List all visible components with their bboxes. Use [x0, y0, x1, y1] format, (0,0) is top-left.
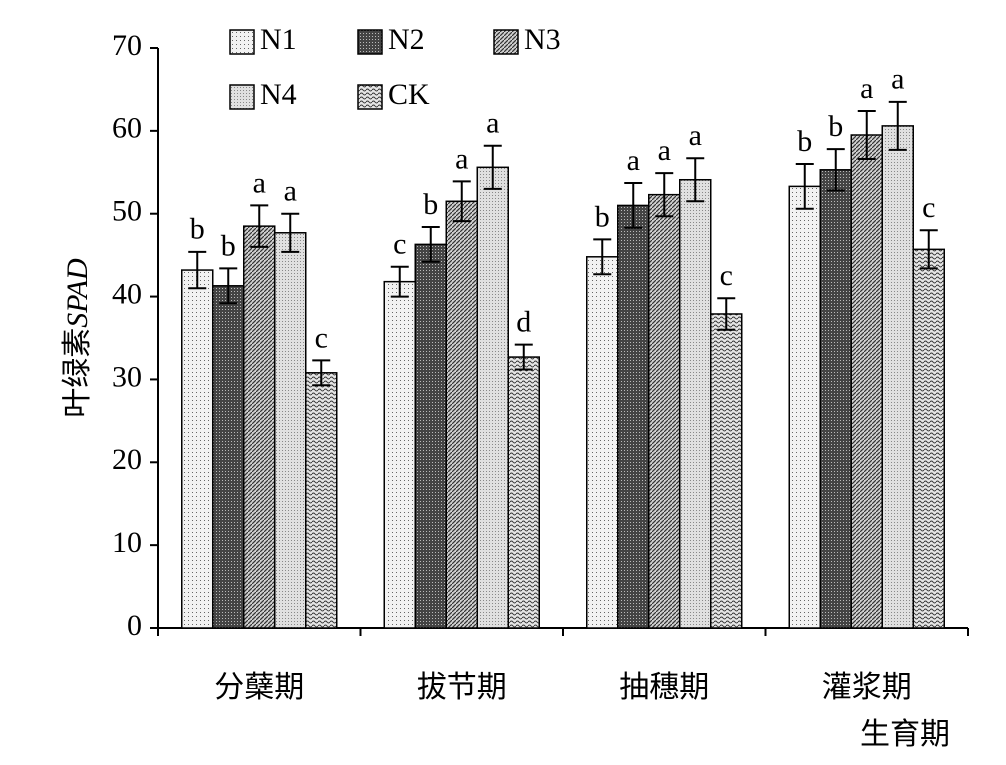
significance-label: a [455, 142, 468, 175]
bar [850, 134, 883, 629]
y-tick-label: 50 [112, 195, 142, 228]
y-tick-label: 40 [112, 277, 142, 310]
y-tick-label: 30 [112, 360, 142, 393]
significance-label: c [922, 191, 935, 224]
error-bar [919, 229, 938, 270]
bar [212, 285, 245, 629]
y-label-unit: SPAD [61, 258, 94, 328]
significance-label: a [284, 175, 297, 208]
x-tick-label: 拔节期 [417, 671, 507, 704]
x-tick-label: 抽穗期 [619, 671, 709, 704]
significance-label: c [393, 228, 406, 261]
bar [912, 248, 945, 629]
significance-label: c [315, 321, 328, 354]
error-bar [514, 343, 533, 371]
bar [679, 178, 712, 629]
significance-label: b [797, 125, 812, 158]
significance-label: d [516, 306, 531, 339]
significance-label: a [627, 144, 640, 177]
significance-label: c [720, 259, 733, 292]
significance-label: b [423, 188, 438, 221]
legend-swatch [229, 84, 255, 110]
bar [617, 204, 650, 629]
error-bar [312, 359, 331, 387]
legend-swatch [493, 29, 519, 55]
error-bar [452, 180, 471, 223]
bar [881, 125, 914, 629]
bar [788, 185, 821, 629]
error-bar [483, 144, 502, 190]
significance-label: b [221, 229, 236, 262]
y-tick-label: 70 [112, 29, 142, 62]
bar [274, 232, 307, 629]
legend-label: N4 [260, 78, 297, 111]
error-bar [888, 100, 907, 151]
significance-label: a [486, 107, 499, 140]
error-bar [188, 250, 207, 290]
error-bar [717, 297, 736, 331]
bar [586, 256, 619, 629]
y-tick-label: 20 [112, 443, 142, 476]
significance-label: a [253, 166, 266, 199]
bar [305, 372, 338, 629]
bar [648, 193, 681, 629]
legend-label: CK [388, 78, 430, 111]
error-bar [826, 148, 845, 192]
error-bar [857, 109, 876, 161]
legend-swatch [229, 29, 255, 55]
significance-label: a [860, 72, 873, 105]
x-tick-label: 灌浆期 [822, 671, 912, 704]
error-bar [250, 204, 269, 248]
y-tick-label: 10 [112, 526, 142, 559]
error-bar [655, 172, 674, 218]
error-bar [421, 225, 440, 263]
legend-label: N1 [260, 23, 297, 56]
bar [819, 169, 852, 629]
y-tick-label: 60 [112, 112, 142, 145]
y-tick-label: 0 [127, 609, 142, 642]
significance-label: b [828, 110, 843, 143]
legend-label: N2 [388, 23, 425, 56]
error-bar [593, 238, 612, 276]
bar [383, 280, 416, 629]
error-bar [686, 157, 705, 203]
significance-label: a [689, 119, 702, 152]
bar [507, 356, 540, 629]
x-tick-label: 分蘖期 [214, 671, 304, 704]
error-bar [281, 212, 300, 253]
bar [445, 200, 478, 629]
y-label-text: 叶绿素 [61, 328, 94, 418]
x-axis-label: 生育期 [860, 718, 950, 751]
significance-label: b [190, 213, 205, 246]
bar [414, 243, 447, 629]
legend-swatch [357, 84, 383, 110]
bar [710, 313, 743, 629]
significance-label: a [891, 63, 904, 96]
error-bar [219, 267, 238, 305]
bar [476, 166, 509, 629]
significance-label: a [658, 134, 671, 167]
significance-label: b [595, 200, 610, 233]
error-bar [390, 265, 409, 298]
legend-label: N3 [524, 23, 561, 56]
legend-swatch [357, 29, 383, 55]
y-axis-label: 叶绿素SPAD [61, 258, 94, 418]
bar [243, 225, 276, 629]
error-bar [624, 182, 643, 229]
bar [181, 269, 214, 629]
error-bar [795, 163, 814, 210]
